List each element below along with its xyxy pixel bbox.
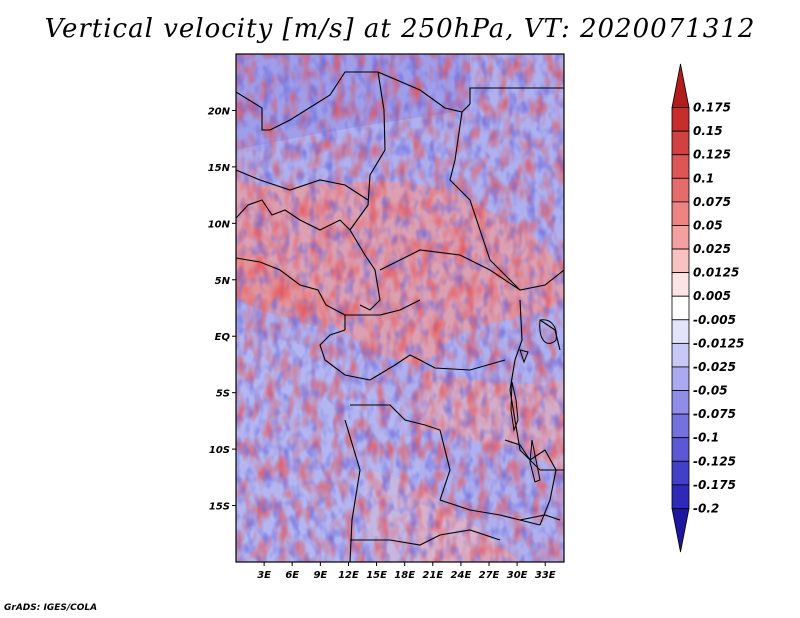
- colorbar-swatch: [671, 342, 690, 368]
- colorbar-label: -0.1: [693, 431, 719, 445]
- map-frame: [235, 53, 565, 563]
- lat-label-20n: 20N: [208, 106, 231, 117]
- lon-label-18e: 18E: [394, 570, 415, 581]
- lon-label-6e: 6E: [285, 570, 299, 581]
- colorbar-label: -0.05: [693, 384, 728, 398]
- colorbar-label: -0.075: [693, 407, 736, 421]
- colorbar-swatch: [671, 366, 690, 391]
- colorbar-label: -0.025: [693, 360, 736, 374]
- velocity-field: [236, 54, 564, 562]
- colorbar-swatch: [671, 248, 690, 274]
- lat-label-eq: EQ: [215, 332, 231, 343]
- colorbar-swatch: [671, 484, 690, 509]
- colorbar-label: 0.05: [693, 218, 723, 232]
- lat-label-15s: 15S: [209, 502, 230, 513]
- colorbar-label: 0.15: [693, 124, 723, 138]
- colorbar-swatch: [671, 201, 690, 226]
- country-borders: [236, 71, 564, 562]
- lon-label-24e: 24E: [451, 570, 472, 581]
- colorbar-swatch: [671, 63, 690, 108]
- colorbar-swatch: [671, 413, 690, 439]
- colorbar-label: 0.1: [693, 171, 714, 185]
- lon-label-3e: 3E: [257, 570, 271, 581]
- colorbar-label: 0.125: [693, 148, 731, 162]
- lon-label-15e: 15E: [366, 570, 387, 581]
- colorbar-swatch: [671, 225, 690, 250]
- colorbar: 0.175 0.15 0.125 0.1 0.075 0.05 0.025 0.0125 0.0…: [671, 63, 744, 553]
- colorbar-swatch: [671, 107, 690, 132]
- lon-label-9e: 9E: [313, 570, 327, 581]
- lon-label-21e: 21E: [422, 570, 443, 581]
- colorbar-label: -0.175: [693, 478, 736, 492]
- grads-credit: GrADS: IGES/COLA: [4, 603, 98, 613]
- colorbar-label: -0.125: [693, 454, 736, 468]
- colorbar-label: -0.2: [693, 501, 719, 515]
- colorbar-swatch: [671, 130, 690, 156]
- colorbar-label: -0.005: [693, 313, 736, 327]
- lake-outlines: [510, 319, 557, 483]
- lat-label-5s: 5S: [216, 389, 230, 400]
- lon-label-30e: 30E: [507, 570, 528, 581]
- lon-label-27e: 27E: [479, 570, 500, 581]
- lat-label-15n: 15N: [208, 163, 231, 174]
- colorbar-swatch: [671, 508, 690, 553]
- chart-title: Vertical velocity [m/s] at 250hPa, VT: 2…: [44, 14, 756, 44]
- colorbar-label: 0.025: [693, 242, 731, 256]
- colorbar-swatch: [671, 319, 690, 344]
- lon-label-12e: 12E: [338, 570, 359, 581]
- lat-label-10n: 10N: [208, 219, 231, 230]
- colorbar-swatch: [671, 154, 690, 179]
- colorbar-label: 0.0125: [693, 266, 739, 280]
- colorbar-swatch: [671, 437, 690, 462]
- lat-label-10s: 10S: [209, 445, 230, 456]
- colorbar-label: -0.0125: [693, 336, 744, 350]
- colorbar-swatch: [671, 390, 690, 415]
- colorbar-label: 0.175: [693, 101, 731, 115]
- colorbar-swatch: [671, 177, 690, 203]
- colorbar-swatch: [671, 460, 690, 486]
- colorbar-swatch: [671, 295, 690, 321]
- colorbar-label: 0.075: [693, 195, 731, 209]
- colorbar-label: 0.005: [693, 289, 731, 303]
- axis-labels: 20N 15N 10N 5N EQ 5S 10S 15S 3E 6E 9E 12E 15E 18E 21E 2…: [208, 106, 556, 581]
- colorbar-swatch: [671, 272, 690, 297]
- lat-label-5n: 5N: [215, 276, 231, 287]
- lon-label-33e: 33E: [535, 570, 556, 581]
